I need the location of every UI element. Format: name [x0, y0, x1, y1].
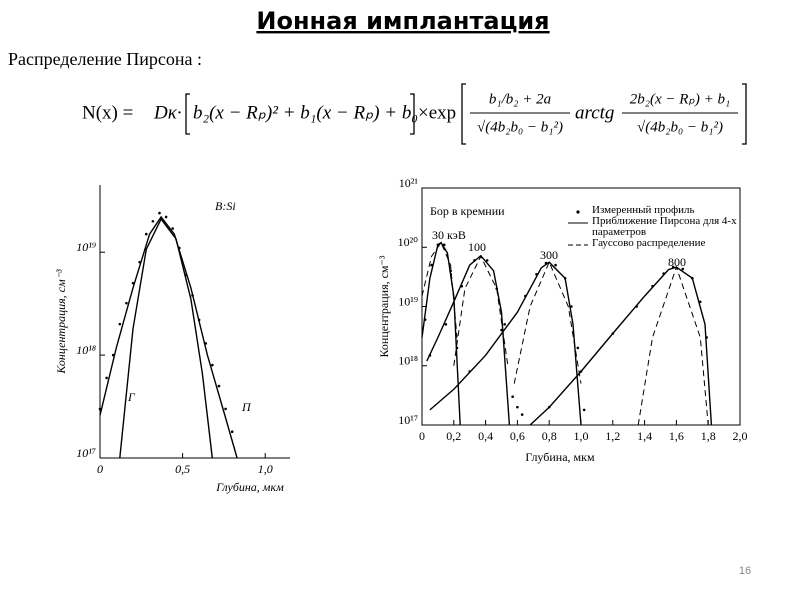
x-axis-label: Глубина, мкм	[525, 450, 595, 464]
formula: N(x) = Dκ· b₂(x − Rₚ)² + b₁(x − Rₚ) + b₀…	[82, 83, 747, 145]
y-axis-label: Концентрация, см⁻³	[377, 255, 391, 357]
annotation: Бор в кремнии	[430, 204, 505, 218]
x-tick-label: 1,2	[605, 429, 620, 443]
formula-num1: b₁/b₂ + 2a	[489, 91, 551, 107]
y-tick-label: 10¹⁷	[398, 413, 418, 427]
y-tick-label: 10²¹	[399, 176, 419, 190]
legend-marker	[576, 210, 580, 214]
legend-entry: Измеренный профиль	[592, 205, 695, 216]
annotation: П	[241, 400, 252, 414]
x-tick-label: 1,0	[574, 429, 589, 443]
curve	[421, 241, 713, 426]
x-tick-label: 0,6	[510, 429, 525, 443]
annotation: 800	[668, 255, 686, 269]
x-tick-label: 1,4	[637, 429, 652, 443]
data-point	[144, 232, 148, 236]
x-tick-label: 1,8	[701, 429, 716, 443]
data-point	[681, 267, 685, 271]
formula-den1: √(4b₂b₀ − b₁²)	[477, 119, 563, 135]
legend-entry: Гауссово распределение	[592, 238, 706, 249]
x-axis-label: Глубина, мкм	[215, 480, 284, 494]
formula-exp: ×exp	[418, 102, 456, 123]
data-point	[520, 413, 524, 416]
curve	[119, 217, 213, 459]
x-tick-label: 0,4	[478, 429, 493, 443]
data-point	[98, 407, 102, 411]
y-tick-label: 10¹⁸	[76, 343, 96, 357]
data-point	[570, 305, 573, 308]
data-point	[485, 259, 489, 262]
x-tick-label: 1,6	[669, 429, 684, 443]
data-point	[582, 408, 586, 412]
formula-factor: Dκ·	[153, 102, 182, 123]
x-tick-label: 2,0	[733, 429, 748, 443]
subtitle: Распределение Пирсона :	[8, 49, 202, 69]
formula-num2: 2b₂(x − Rₚ) + b₁	[630, 91, 730, 107]
legend-label: Гауссово распределение	[592, 238, 706, 249]
legend-entry: Приближение Пирсона для 4-х параметров	[592, 216, 737, 238]
data-point	[230, 430, 234, 434]
data-point	[164, 215, 168, 219]
bracket	[185, 93, 415, 135]
x-tick-label: 0	[97, 462, 103, 476]
data-point	[511, 395, 514, 399]
y-tick-label: 10¹⁷	[76, 446, 96, 460]
curve	[99, 215, 238, 459]
data-point	[224, 407, 227, 411]
y-tick-label: 10²⁰	[398, 235, 419, 249]
data-point	[211, 363, 214, 367]
legend-label: Измеренный профиль	[592, 205, 695, 216]
formula-den2: √(4b₂b₀ − b₁²)	[637, 119, 723, 135]
x-tick-label: 0	[419, 429, 425, 443]
data-point	[158, 211, 161, 215]
x-tick-label: 0,2	[446, 429, 461, 443]
data-point	[171, 227, 174, 230]
data-point	[503, 323, 506, 326]
data-point	[125, 301, 128, 305]
y-tick-label: 10¹⁸	[398, 354, 418, 368]
y-axis-label: Концентрация, см⁻³	[54, 269, 68, 375]
y-tick-label: 10¹⁹	[398, 294, 418, 308]
data-point	[576, 346, 580, 350]
x-tick-label: 0,5	[175, 462, 190, 476]
y-tick-label: 10¹⁹	[76, 240, 96, 254]
annotation: 300	[540, 248, 558, 262]
annotation: 30 кэВ	[432, 228, 466, 242]
data-point	[554, 263, 557, 267]
data-point	[151, 219, 155, 223]
chart: 10¹⁷ 10¹⁸ 10¹⁹ 0 0,5 1,0 Глубина, мкм Концентра…	[54, 185, 290, 494]
formula-lhs: N(x) =	[82, 102, 133, 123]
curve	[421, 241, 709, 426]
legend-label: Приближение Пирсона для 4-х параметров	[592, 216, 737, 238]
data-point	[118, 322, 122, 326]
slide-title: Ионная имплантация	[256, 7, 549, 35]
annotation: Г	[127, 390, 136, 404]
formula-poly: b₂(x − Rₚ)² + b₁(x − Rₚ) + b₀	[193, 102, 418, 123]
page-number: 16	[739, 565, 751, 577]
x-tick-label: 0,8	[542, 429, 557, 443]
annotation: 100	[468, 240, 486, 254]
annotation: B:Si	[215, 199, 236, 213]
data-point	[516, 405, 519, 409]
chart: 10¹⁷ 10¹⁸ 10¹⁹ 10²⁰ 10²¹ 0 0,2 0,4 0,6 0,8 1,0 1,2 1…	[377, 176, 748, 464]
data-point	[105, 376, 108, 380]
data-point	[217, 384, 221, 388]
x-tick-label: 1,0	[258, 462, 273, 476]
formula-arctg: arctg	[575, 102, 614, 123]
data-point	[444, 323, 448, 326]
bracket	[461, 83, 747, 145]
